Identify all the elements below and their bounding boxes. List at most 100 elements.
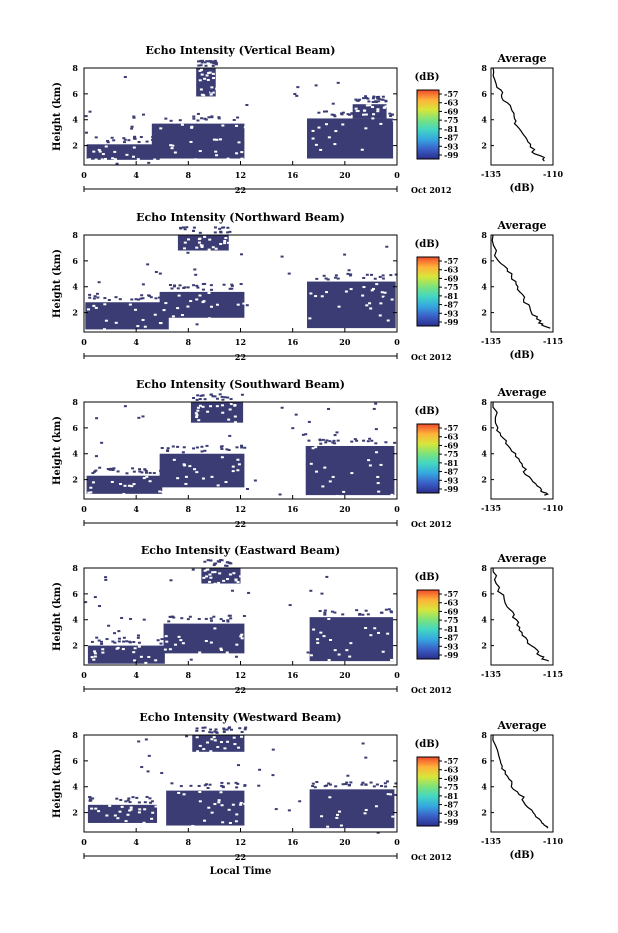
echo-gap <box>88 158 92 161</box>
echo-speckle <box>219 618 223 621</box>
echo-speckle <box>377 97 381 100</box>
echo-gap <box>376 475 380 478</box>
echo-gap <box>186 305 190 308</box>
colorbar-tick-label: -57 <box>444 423 458 433</box>
echo-speckle <box>122 141 126 144</box>
echo-speckle <box>96 296 100 299</box>
echo-gap <box>98 150 102 153</box>
echo-gap <box>316 638 320 641</box>
echo-speckle <box>323 609 327 612</box>
echo-gap <box>181 642 185 645</box>
echo-speckle <box>186 618 190 621</box>
echo-gap <box>105 814 109 817</box>
echo-gap <box>214 150 218 153</box>
echo-gap <box>190 126 194 129</box>
echo-speckle <box>204 617 208 620</box>
echo-speckle <box>95 417 99 420</box>
echo-gap <box>324 123 328 126</box>
echo-gap <box>213 627 217 630</box>
echo-speckle <box>218 393 222 396</box>
echo-speckle <box>93 596 97 599</box>
echo-speckle <box>322 274 326 277</box>
echo-speckle <box>119 798 123 801</box>
echo-gap <box>154 659 158 662</box>
echo-speckle <box>366 440 370 443</box>
echo-blocks <box>85 226 398 331</box>
echo-speckle <box>199 64 203 67</box>
echo-gap <box>209 576 213 579</box>
date-label: 22 <box>235 852 246 862</box>
echo-speckle <box>354 458 358 461</box>
echo-speckle <box>142 113 146 116</box>
echo-gap <box>213 739 217 742</box>
echo-speckle <box>228 726 232 729</box>
echo-speckle <box>232 118 236 121</box>
echo-gap <box>373 627 377 630</box>
echo-gap <box>97 148 101 151</box>
echo-speckle <box>199 394 203 397</box>
echo-gap <box>89 486 93 489</box>
y-tick-label: 8 <box>72 230 78 240</box>
echo-gap <box>170 147 174 150</box>
average-y-tick-label: 8 <box>481 63 487 73</box>
echo-gap <box>228 408 232 411</box>
colorbar-tick-label: -93 <box>444 641 459 651</box>
echo-speckle <box>295 94 299 97</box>
echo-gap <box>361 294 365 297</box>
echo-speckle <box>239 283 243 286</box>
echo-gap <box>200 73 204 76</box>
echo-speckle <box>226 226 230 229</box>
echo-speckle <box>271 748 275 751</box>
echo-speckle <box>226 620 230 623</box>
echo-speckle <box>237 308 241 311</box>
colorbar-tick-label: -93 <box>444 141 459 151</box>
echo-gap <box>133 308 137 311</box>
echo-gap <box>142 821 146 824</box>
echo-speckle <box>373 277 377 280</box>
echo-gap <box>314 143 318 146</box>
echo-gap <box>236 303 240 306</box>
colorbar-tick-label: -69 <box>444 773 459 783</box>
echo-gap <box>225 651 229 654</box>
echo-gap <box>137 645 141 648</box>
echo-gap <box>168 648 172 651</box>
echo-speckle <box>120 616 124 619</box>
echo-speckle <box>216 560 220 563</box>
echo-speckle <box>388 112 392 115</box>
echo-gap <box>89 491 93 494</box>
echo-gap <box>138 808 142 811</box>
echo-speckle <box>195 727 199 730</box>
echo-gap <box>174 643 178 646</box>
colorbar-tick-label: -63 <box>444 765 459 775</box>
echo-speckle <box>157 296 161 299</box>
echo-gap <box>233 415 237 418</box>
echo-speckle <box>176 287 180 290</box>
echo-blocks <box>86 59 396 162</box>
echo-gap <box>210 738 214 741</box>
x-tick-label: 20 <box>339 837 351 847</box>
echo-gap <box>243 126 247 129</box>
echo-speckle <box>220 559 224 562</box>
echo-block <box>192 735 245 752</box>
echo-gap <box>316 641 320 644</box>
echo-gap <box>171 144 175 147</box>
echo-gap <box>215 138 219 141</box>
echo-speckle <box>92 297 96 300</box>
echo-speckle <box>117 640 121 643</box>
y-axis-label: Height (km) <box>52 582 63 651</box>
echo-gap <box>195 471 199 474</box>
x-tick-label: 0 <box>394 337 400 347</box>
echo-gap <box>376 108 380 111</box>
echo-speckle <box>128 801 132 804</box>
colorbar-tick-label: -99 <box>444 650 459 660</box>
echo-speckle <box>200 117 204 120</box>
x-tick-label: 20 <box>339 337 351 347</box>
echo-speckle <box>209 90 213 93</box>
echo-speckle <box>97 605 101 608</box>
echo-gap <box>208 580 212 583</box>
echo-gap <box>376 482 380 485</box>
echo-gap <box>322 635 326 638</box>
echo-speckle <box>325 439 329 442</box>
echo-gap <box>211 246 215 249</box>
echo-speckle <box>384 608 388 611</box>
